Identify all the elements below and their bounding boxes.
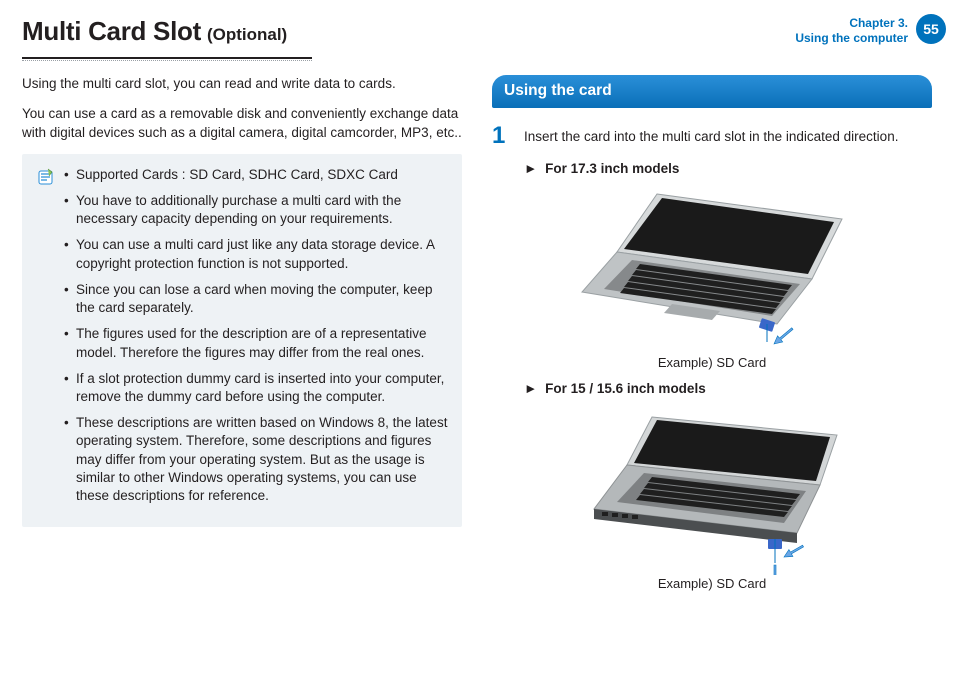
step-text: Insert the card into the multi card slot… <box>524 124 932 148</box>
chapter-text: Chapter 3. Using the computer <box>795 14 908 46</box>
step-1: 1 Insert the card into the multi card sl… <box>492 124 932 148</box>
info-item: You can use a multi card just like any d… <box>64 236 448 272</box>
chapter-line1: Chapter 3. <box>795 16 908 31</box>
info-item: Since you can lose a card when moving th… <box>64 281 448 317</box>
figure-17inch-caption: Example) SD Card <box>658 354 766 372</box>
chapter-box: Chapter 3. Using the computer 55 <box>795 14 946 46</box>
info-item: These descriptions are written based on … <box>64 414 448 505</box>
intro-paragraph-2: You can use a card as a removable disk a… <box>22 105 462 141</box>
triangle-icon: ► <box>524 161 537 176</box>
page-number-badge: 55 <box>916 14 946 44</box>
title-underline <box>22 57 932 59</box>
laptop-15-illustration <box>562 405 862 575</box>
subheading-17inch-text: For 17.3 inch models <box>545 161 679 176</box>
laptop-17-illustration <box>562 184 862 354</box>
page-number: 55 <box>923 20 939 39</box>
chapter-line2: Using the computer <box>795 31 908 46</box>
figure-17inch: Example) SD Card <box>492 184 932 372</box>
page-header: Multi Card Slot (Optional) Chapter 3. Us… <box>0 0 954 55</box>
intro-paragraph-1: Using the multi card slot, you can read … <box>22 75 462 93</box>
page-subtitle: (Optional) <box>207 24 287 47</box>
info-item: You have to additionally purchase a mult… <box>64 192 448 228</box>
content-columns: Using the multi card slot, you can read … <box>0 59 954 597</box>
info-row: Supported Cards : SD Card, SDHC Card, SD… <box>36 166 448 514</box>
subheading-15inch-text: For 15 / 15.6 inch models <box>545 381 706 396</box>
page-title-group: Multi Card Slot (Optional) <box>22 14 287 49</box>
figure-15inch: Example) SD Card <box>492 405 932 593</box>
info-box: Supported Cards : SD Card, SDHC Card, SD… <box>22 154 462 528</box>
left-column: Using the multi card slot, you can read … <box>22 75 462 597</box>
subheading-15inch: ► For 15 / 15.6 inch models <box>524 380 932 398</box>
subheading-17inch: ► For 17.3 inch models <box>524 160 932 178</box>
info-item: Supported Cards : SD Card, SDHC Card, SD… <box>64 166 448 184</box>
note-icon <box>36 168 56 514</box>
triangle-icon: ► <box>524 381 537 396</box>
page-title: Multi Card Slot <box>22 14 201 49</box>
section-heading: Using the card <box>492 75 932 108</box>
figure-15inch-caption: Example) SD Card <box>658 575 766 593</box>
right-column: Using the card 1 Insert the card into th… <box>492 75 932 597</box>
info-list: Supported Cards : SD Card, SDHC Card, SD… <box>64 166 448 514</box>
step-number: 1 <box>492 124 512 148</box>
info-item: The figures used for the description are… <box>64 325 448 361</box>
info-item: If a slot protection dummy card is inser… <box>64 370 448 406</box>
